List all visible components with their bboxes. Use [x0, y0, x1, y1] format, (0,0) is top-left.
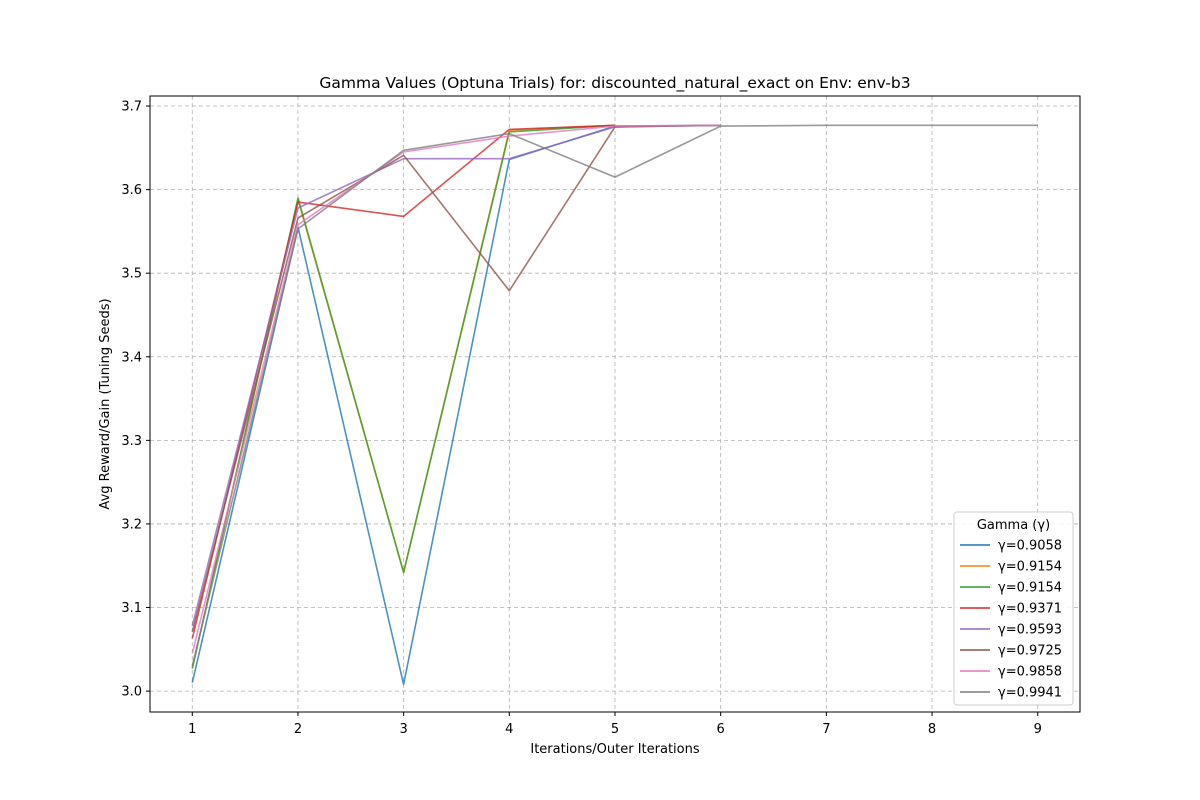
x-tick-label: 5 — [611, 722, 619, 737]
x-tick-label: 1 — [188, 722, 196, 737]
x-tick-label: 8 — [928, 722, 936, 737]
legend-entry-label: γ=0.9725 — [998, 644, 1062, 659]
x-tick-label: 3 — [399, 722, 407, 737]
legend-title: Gamma (γ) — [977, 518, 1050, 533]
y-tick-label: 3.2 — [121, 517, 142, 532]
legend-entry-label: γ=0.9593 — [998, 623, 1062, 638]
x-tick-label: 7 — [822, 722, 830, 737]
y-tick-label: 3.4 — [121, 350, 142, 365]
x-axis-label: Iterations/Outer Iterations — [530, 742, 699, 757]
y-axis: 3.0 3.1 3.2 3.3 3.4 3.5 3.6 3.7 — [121, 100, 150, 700]
chart-title: Gamma Values (Optuna Trials) for: discou… — [319, 74, 910, 93]
y-tick-label: 3.6 — [121, 183, 142, 198]
x-axis: 1 2 3 4 5 6 7 8 9 — [188, 712, 1042, 737]
series-line-7 — [191, 124, 721, 654]
grid-lines — [150, 96, 1080, 712]
series-lines — [191, 124, 1038, 686]
y-tick-label: 3.5 — [121, 267, 142, 282]
legend-box — [953, 511, 1074, 706]
legend-entry-label: γ=0.9154 — [998, 560, 1062, 575]
series-line-8 — [191, 124, 1038, 667]
x-tick-label: 2 — [294, 722, 302, 737]
series-line-1 — [191, 124, 721, 686]
legend: Gamma (γ) γ=0.9058 γ=0.9154 γ=0.9154 γ=0.93… — [953, 511, 1074, 706]
y-axis-label: Avg Reward/Gain (Tuning Seeds) — [98, 298, 113, 509]
x-tick-label: 4 — [505, 722, 513, 737]
series-line-6 — [191, 124, 721, 632]
legend-entry-label: γ=0.9858 — [998, 665, 1062, 680]
y-tick-label: 3.1 — [121, 601, 142, 616]
y-tick-label: 3.3 — [121, 434, 142, 449]
x-tick-label: 9 — [1034, 722, 1042, 737]
y-tick-label: 3.0 — [121, 685, 142, 700]
series-line-5 — [191, 124, 721, 627]
legend-entry-label: γ=0.9371 — [998, 602, 1062, 617]
x-tick-label: 6 — [717, 722, 725, 737]
legend-entry-label: γ=0.9058 — [998, 539, 1062, 554]
y-tick-label: 3.7 — [121, 100, 142, 115]
legend-entry-label: γ=0.9941 — [998, 686, 1062, 701]
legend-entry-label: γ=0.9154 — [998, 581, 1062, 596]
